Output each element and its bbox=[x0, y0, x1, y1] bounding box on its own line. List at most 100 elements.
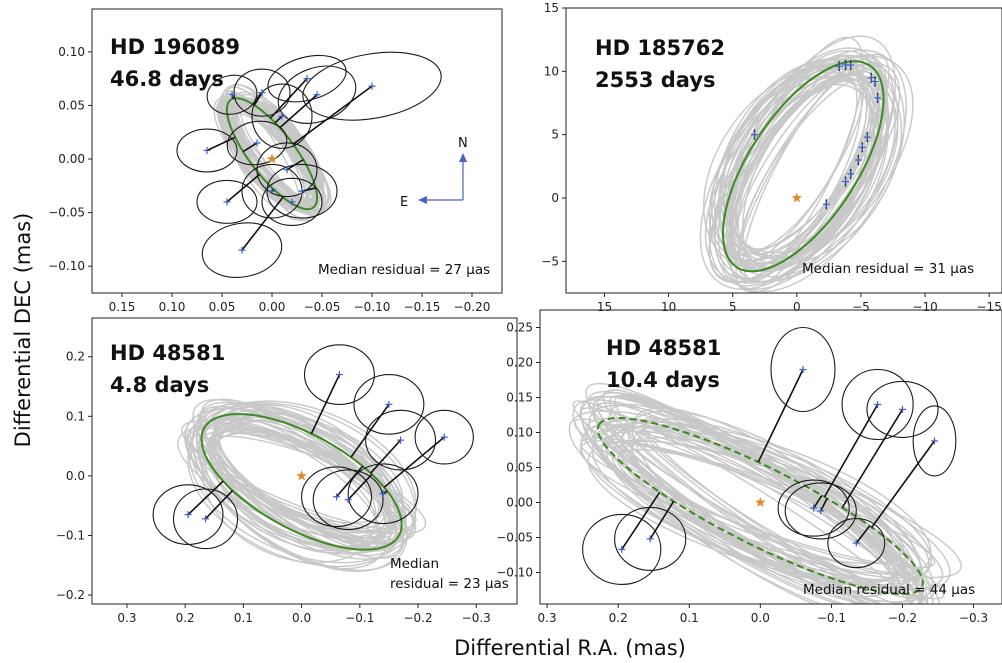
orbit-sample bbox=[729, 83, 875, 265]
panel-title-period: 10.4 days bbox=[606, 368, 720, 392]
error-ellipse bbox=[777, 479, 850, 537]
y-tick-label: 10 bbox=[544, 64, 559, 78]
error-ellipse bbox=[303, 344, 375, 405]
error-ellipse bbox=[251, 83, 313, 149]
x-tick-label: 10 bbox=[661, 300, 676, 314]
orbit-sample bbox=[732, 74, 865, 265]
panel-title-star: HD 48581 bbox=[606, 336, 721, 360]
measurement-point bbox=[298, 187, 306, 195]
y-tick-label: 0.00 bbox=[58, 152, 85, 166]
x-tick-label: −15 bbox=[977, 300, 1002, 314]
error-ellipse bbox=[172, 488, 239, 550]
measurement-point bbox=[854, 155, 862, 165]
x-tick-label: −0.3 bbox=[462, 611, 491, 625]
orbit-sample bbox=[587, 439, 909, 583]
y-tick-label: 0.05 bbox=[58, 98, 85, 112]
orbit-sample bbox=[592, 402, 913, 604]
measurement-point bbox=[930, 437, 938, 445]
residual-line bbox=[310, 374, 341, 434]
error-ellipse bbox=[770, 326, 836, 413]
residual-line bbox=[253, 92, 263, 106]
error-ellipse bbox=[841, 368, 914, 441]
x-tick-label: 0.05 bbox=[209, 300, 236, 314]
north-arrowhead-icon bbox=[459, 153, 467, 162]
x-tick-label: 0.10 bbox=[159, 300, 186, 314]
panel-hd48581-10.4d: 0.3 0.2 0.1 0.0 −0.1 −0.2 −0.3 0.25 0.20 0.15 0.10… bbox=[496, 309, 1002, 625]
residual-line bbox=[241, 196, 284, 251]
median-residual-label: Median residual = 27 μas bbox=[318, 262, 490, 278]
orbit-sample bbox=[717, 57, 889, 278]
y-tick-label: −5 bbox=[541, 254, 559, 268]
error-ellipse bbox=[414, 409, 474, 465]
measurement-point bbox=[397, 436, 405, 444]
error-ellipse bbox=[365, 409, 437, 471]
measurement-point bbox=[898, 405, 906, 413]
measurement-point bbox=[867, 72, 875, 83]
measurement-point bbox=[335, 371, 343, 379]
residual-line bbox=[347, 473, 373, 501]
orbit-sample bbox=[187, 410, 407, 568]
primary-star-icon bbox=[755, 497, 766, 507]
x-tick-label: −10 bbox=[912, 300, 937, 314]
y-tick-label: −0.1 bbox=[56, 528, 85, 542]
y-tick-label: 5 bbox=[551, 128, 559, 142]
x-tick-label: 0.00 bbox=[259, 300, 286, 314]
measurement-point bbox=[858, 142, 866, 153]
residual-line bbox=[370, 439, 402, 474]
x-tick-label: 0.1 bbox=[234, 611, 253, 625]
orbit-sample bbox=[579, 395, 911, 604]
x-tick-label: 0.0 bbox=[292, 611, 311, 625]
x-tick-label: −0.20 bbox=[454, 300, 491, 314]
measurement-point bbox=[871, 76, 879, 87]
orbit-sample bbox=[573, 418, 945, 600]
measurement-point bbox=[646, 535, 654, 543]
plot-frame bbox=[565, 7, 1002, 294]
error-ellipse bbox=[206, 74, 258, 115]
measurement-point bbox=[751, 129, 759, 140]
error-ellipse bbox=[912, 405, 957, 477]
residual-line bbox=[823, 404, 879, 498]
measurement-point bbox=[810, 504, 818, 512]
x-tick-label: −0.3 bbox=[959, 611, 988, 625]
measurement-point bbox=[847, 168, 855, 179]
error-ellipse bbox=[312, 469, 384, 531]
measurement-point bbox=[228, 91, 236, 99]
x-tick-label: 15 bbox=[597, 300, 612, 314]
measurement-point bbox=[313, 91, 321, 99]
panel-title-star: HD 48581 bbox=[110, 341, 225, 365]
orbit-sample bbox=[608, 403, 915, 604]
error-ellipse bbox=[261, 177, 323, 227]
y-tick-label: 0.2 bbox=[66, 350, 85, 364]
y-tick-label: 0.1 bbox=[66, 409, 85, 423]
orbit-sample bbox=[727, 36, 864, 281]
panel-title-star: HD 185762 bbox=[595, 36, 725, 60]
x-tick-label: 0.15 bbox=[109, 300, 136, 314]
orbit-sample bbox=[188, 401, 416, 564]
y-tick-label: 0.05 bbox=[506, 461, 533, 475]
error-ellipse bbox=[196, 179, 258, 224]
measurement-point bbox=[874, 92, 882, 103]
north-label: N bbox=[458, 136, 468, 151]
y-tick-label: −0.10 bbox=[496, 566, 533, 580]
plot-frame bbox=[91, 8, 503, 294]
x-tick-label: −0.2 bbox=[888, 611, 917, 625]
measurement-point bbox=[368, 82, 376, 90]
residual-line bbox=[204, 490, 234, 520]
measurement-point bbox=[253, 139, 261, 147]
orbit-sample bbox=[704, 55, 914, 284]
residual-line bbox=[621, 491, 661, 550]
orbit-sample bbox=[217, 96, 331, 212]
measurement-point bbox=[863, 132, 871, 143]
panel-title-period: 2553 days bbox=[595, 68, 716, 92]
measurement-point bbox=[258, 89, 266, 97]
y-tick-label: 0.25 bbox=[506, 321, 533, 335]
y-tick-label: 0.0 bbox=[66, 469, 85, 483]
panel-title-star: HD 196089 bbox=[110, 35, 240, 59]
error-ellipse bbox=[256, 142, 318, 198]
x-tick-label: 0.2 bbox=[176, 611, 195, 625]
y-tick-label: 0 bbox=[551, 191, 559, 205]
error-ellipse bbox=[176, 128, 238, 173]
orbit-sample bbox=[584, 424, 962, 579]
measurement-point bbox=[238, 246, 246, 254]
